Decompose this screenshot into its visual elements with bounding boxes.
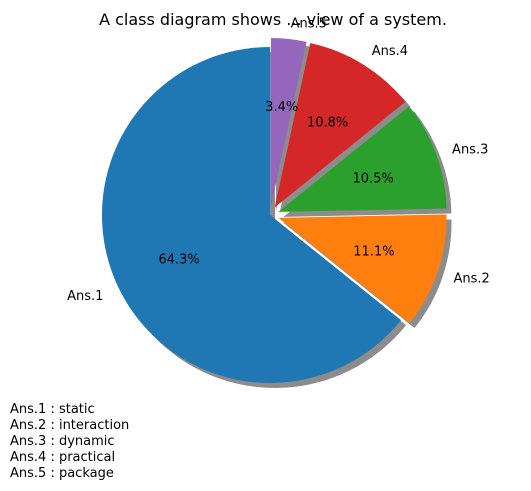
slice-ans-4 [274, 43, 406, 208]
note-ans-5: Ans.5 : package [10, 466, 114, 481]
slice-ans-5 [270, 38, 307, 207]
slice-ans-3 [278, 106, 447, 212]
answer-notes: Ans.1 : static Ans.2 : interaction Ans.3… [10, 402, 129, 482]
chart-title: A class diagram shows ... view of a syst… [99, 10, 447, 29]
label-ans-2: Ans.2 [453, 271, 489, 286]
slice-ans-2 [278, 214, 447, 324]
pct-ans-4: 10.8% [307, 116, 348, 131]
pct-ans-3: 10.5% [352, 171, 393, 186]
label-ans-1: Ans.1 [67, 289, 103, 304]
note-ans-4: Ans.4 : practical [10, 450, 116, 465]
pct-ans-2: 11.1% [353, 244, 394, 259]
note-ans-1: Ans.1 : static [10, 402, 95, 417]
note-ans-3: Ans.3 : dynamic [10, 434, 115, 449]
label-ans-4: Ans.4 [372, 44, 408, 59]
pct-ans-1: 64.3% [158, 253, 199, 268]
pct-ans-5: 3.4% [265, 100, 298, 115]
label-ans-5: Ans.5 [291, 16, 327, 31]
note-ans-2: Ans.2 : interaction [10, 418, 130, 433]
label-ans-3: Ans.3 [452, 143, 488, 158]
slice-ans-1 [102, 47, 402, 383]
